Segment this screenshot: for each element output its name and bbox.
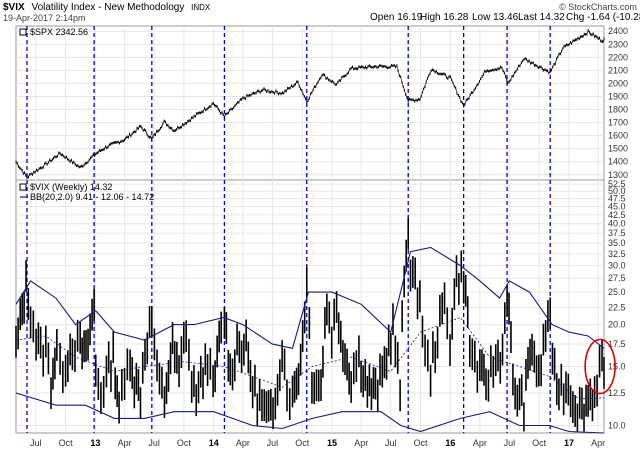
annotation-circle <box>584 338 616 395</box>
x-tick-label: 17 <box>564 438 574 448</box>
vix-panel-frame <box>15 179 605 434</box>
chart-title: $VIX Volatility Index - New Methodology … <box>3 2 211 13</box>
vix-ytick-label: 32.5 <box>608 249 626 259</box>
spx-ytick-label: 1300 <box>608 170 628 180</box>
vix-legend-swatch <box>19 183 27 191</box>
x-tick-label: Apr <box>473 438 487 448</box>
x-tick-label: Oct <box>59 438 74 448</box>
vix-ytick-label: 40.0 <box>608 219 626 229</box>
spx-panel-frame <box>15 25 605 181</box>
spx-legend-label: $SPX 2342.56 <box>30 27 88 37</box>
x-tick-label: Jul <box>30 438 42 448</box>
vix-legend: $VIX (Weekly) 14.32 BB(20,2.0) 9.41 - 12… <box>19 182 154 202</box>
x-tick-label: 14 <box>209 438 219 448</box>
spx-legend-swatch <box>19 28 27 36</box>
spx-ytick-label: 1800 <box>608 105 628 115</box>
vix-ytick-label: 25.0 <box>608 287 626 297</box>
vix-series <box>15 217 605 434</box>
x-tick-label: 13 <box>90 438 100 448</box>
vix-ytick-label: 37.5 <box>608 228 626 238</box>
vix-ytick-label: 45.0 <box>608 202 626 212</box>
vix-ytick-label: 22.5 <box>608 302 626 312</box>
spx-ytick-label: 2400 <box>608 26 628 36</box>
spx-ytick-label: 1900 <box>608 91 628 101</box>
vix-ytick-label: 15.0 <box>608 361 626 371</box>
spx-ytick-label: 2100 <box>608 65 628 75</box>
spx-ytick-label: 1600 <box>608 131 628 141</box>
x-axis-ticks: Jul Oct 13 Apr Jul Oct 14 Apr Jul Oct 15 Apr Jul Oct 1… <box>30 438 605 448</box>
bb-upper-line <box>15 246 605 349</box>
vix-ytick-label: 10.0 <box>608 421 626 431</box>
vix-ytick-label: 27.5 <box>608 273 626 283</box>
bb-middle-line <box>15 317 605 400</box>
x-tick-label: Apr <box>118 438 132 448</box>
x-tick-label: Oct <box>177 438 192 448</box>
x-tick-label: Apr <box>236 438 250 448</box>
watermark: © StockCharts.com <box>559 2 637 12</box>
quote-open: Open 16.19 <box>370 12 423 23</box>
quote-low: Low 13.46 <box>472 12 519 23</box>
vix-ytick-label: 30.0 <box>608 261 626 271</box>
vix-ytick-label: 17.5 <box>608 339 626 349</box>
x-tick-label: Apr <box>354 438 368 448</box>
instrument-name: Volatility Index - New Methodology <box>31 2 184 13</box>
vix-legend-label: $VIX (Weekly) 14.32 <box>30 182 112 192</box>
bb-lower-line <box>15 392 605 434</box>
quote-last: Last 14.32 <box>518 12 565 23</box>
quote-high: High 16.28 <box>420 12 469 23</box>
spx-legend: $SPX 2342.56 <box>19 27 88 37</box>
spx-ytick-label: 2200 <box>608 52 628 62</box>
vix-ytick-label: 20.0 <box>608 320 626 330</box>
spx-line <box>15 29 605 179</box>
bb-legend-label: BB(20,2.0) 9.41 - 12.06 - 14.72 <box>30 192 154 202</box>
symbol: $VIX <box>3 2 25 13</box>
x-tick-label: Jul <box>267 438 279 448</box>
vix-ytick-label: 52.5 <box>608 179 626 189</box>
vix-ytick-label: 12.5 <box>608 388 626 398</box>
x-tick-label: 15 <box>327 438 337 448</box>
vix-ytick-label: 47.5 <box>608 194 626 204</box>
spx-ytick-label: 1400 <box>608 157 628 167</box>
x-tick-label: Jul <box>385 438 397 448</box>
chart-datetime: 19-Apr-2017 2:14pm <box>3 13 86 23</box>
x-tick-label: Jul <box>504 438 516 448</box>
x-tick-label: Oct <box>295 438 310 448</box>
vix-ytick-label: 35.0 <box>608 238 626 248</box>
vix-ytick-label: 42.5 <box>608 210 626 220</box>
spx-ytick-label: 1500 <box>608 144 628 154</box>
spx-ytick-label: 2300 <box>608 39 628 49</box>
spx-ytick-label: 2000 <box>608 78 628 88</box>
spx-ytick-label: 1700 <box>608 118 628 128</box>
grid-layer <box>16 26 604 433</box>
y-axis-ticks: 1300 1400 1500 1600 1700 1800 1900 2000 2100 2200… <box>608 26 628 430</box>
exchange: INDX <box>191 3 211 12</box>
event-markers <box>26 26 551 433</box>
x-tick-label: Apr <box>591 438 605 448</box>
x-tick-label: Oct <box>414 438 429 448</box>
quote-chg: Chg -1.64 (-10.28%) <box>566 12 640 23</box>
x-tick-label: 16 <box>445 438 455 448</box>
vix-ytick-label: 50.0 <box>608 186 626 196</box>
x-tick-label: Oct <box>532 438 547 448</box>
x-tick-label: Jul <box>148 438 160 448</box>
spx-series <box>15 29 605 179</box>
